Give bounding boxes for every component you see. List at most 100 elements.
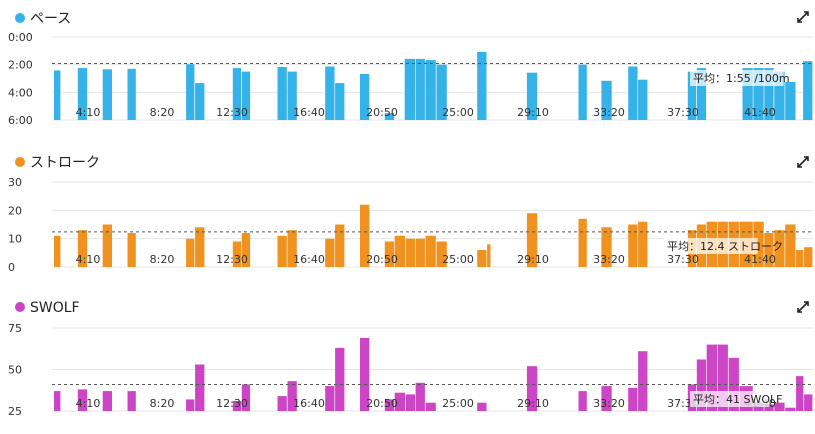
stroke-bar[interactable]	[195, 227, 205, 267]
stroke-bar[interactable]	[287, 230, 297, 267]
pace-bar[interactable]	[415, 58, 425, 120]
pace-bar[interactable]	[774, 71, 785, 120]
pace-bar[interactable]	[384, 113, 395, 120]
stroke-bar[interactable]	[638, 221, 648, 267]
swolf-bar[interactable]	[728, 357, 739, 411]
pace-bar[interactable]	[102, 69, 112, 120]
pace-bar[interactable]	[241, 71, 251, 120]
swolf-bar[interactable]	[232, 401, 242, 411]
swolf-bar[interactable]	[335, 347, 345, 411]
swolf-bar[interactable]	[360, 338, 370, 411]
swolf-bar[interactable]	[764, 404, 774, 411]
stroke-bar[interactable]	[54, 235, 61, 267]
swolf-bar[interactable]	[717, 344, 728, 411]
swolf-bar[interactable]	[628, 387, 638, 411]
swolf-bar[interactable]	[706, 344, 717, 411]
stroke-bar[interactable]	[127, 233, 136, 267]
pace-bar[interactable]	[54, 70, 61, 120]
pace-bar[interactable]	[195, 83, 205, 120]
pace-bar[interactable]	[803, 61, 813, 120]
stroke-bar[interactable]	[753, 221, 764, 267]
stroke-bar[interactable]	[277, 235, 287, 267]
swolf-bar[interactable]	[425, 402, 436, 411]
swolf-bar[interactable]	[774, 402, 785, 411]
pace-bar[interactable]	[785, 82, 796, 120]
pace-bar[interactable]	[628, 66, 638, 121]
stroke-bar[interactable]	[628, 224, 638, 268]
swolf-bar[interactable]	[54, 391, 61, 411]
stroke-bar[interactable]	[77, 230, 88, 267]
swolf-bar[interactable]	[277, 396, 287, 411]
swolf-bar[interactable]	[405, 394, 415, 411]
stroke-bar[interactable]	[102, 224, 112, 268]
stroke-bar[interactable]	[804, 247, 813, 267]
stroke-bar[interactable]	[335, 224, 345, 268]
stroke-bar[interactable]	[578, 218, 587, 267]
pace-bar[interactable]	[325, 66, 335, 121]
swolf-bar[interactable]	[526, 366, 538, 411]
stroke-bar[interactable]	[241, 233, 251, 267]
pace-bar[interactable]	[360, 73, 370, 120]
pace-bar[interactable]	[127, 68, 136, 120]
stroke-bar[interactable]	[774, 230, 785, 267]
pace-bar[interactable]	[578, 64, 587, 120]
stroke-bar[interactable]	[601, 227, 612, 267]
pace-bar[interactable]	[601, 80, 612, 120]
swolf-bar[interactable]	[127, 391, 136, 411]
pace-bar[interactable]	[436, 64, 447, 120]
pace-bar[interactable]	[186, 64, 195, 120]
pace-bar[interactable]	[77, 68, 88, 120]
expand-arrows-icon[interactable]	[797, 156, 809, 168]
pace-bar[interactable]	[477, 52, 487, 120]
pace-bar[interactable]	[764, 68, 774, 120]
swolf-bar[interactable]	[186, 399, 195, 411]
stroke-bar[interactable]	[186, 238, 195, 267]
stroke-bar[interactable]	[436, 241, 447, 268]
swolf-bar[interactable]	[796, 376, 804, 411]
swolf-bar[interactable]	[287, 381, 297, 411]
pace-bar[interactable]	[425, 60, 436, 120]
swolf-bar[interactable]	[394, 392, 405, 411]
expand-arrows-icon[interactable]	[797, 301, 809, 313]
stroke-bar[interactable]	[394, 235, 405, 267]
pace-bar[interactable]	[687, 71, 697, 120]
pace-bar[interactable]	[287, 71, 297, 120]
stroke-bar[interactable]	[360, 204, 370, 267]
swolf-bar[interactable]	[415, 382, 425, 411]
stroke-bar[interactable]	[477, 250, 487, 267]
swolf-bar[interactable]	[195, 364, 205, 412]
swolf-bar[interactable]	[384, 399, 395, 411]
pace-bar[interactable]	[638, 79, 648, 120]
stroke-bar[interactable]	[325, 238, 335, 267]
pace-bar[interactable]	[742, 68, 753, 120]
pace-bar[interactable]	[696, 68, 707, 120]
stroke-bar[interactable]	[415, 238, 425, 267]
stroke-bar[interactable]	[384, 241, 395, 268]
pace-bar[interactable]	[753, 68, 764, 120]
stroke-bar[interactable]	[405, 238, 415, 267]
stroke-bar[interactable]	[487, 244, 491, 267]
swolf-bar[interactable]	[77, 389, 88, 411]
swolf-bar[interactable]	[325, 386, 335, 411]
swolf-bar[interactable]	[785, 407, 796, 411]
pace-bar[interactable]	[232, 68, 242, 120]
swolf-bar[interactable]	[804, 394, 813, 411]
swolf-bar[interactable]	[241, 384, 251, 411]
swolf-bar[interactable]	[102, 391, 112, 411]
stroke-bar[interactable]	[764, 233, 774, 267]
stroke-bar[interactable]	[526, 213, 538, 267]
pace-bar[interactable]	[404, 58, 415, 120]
expand-arrows-icon[interactable]	[797, 11, 809, 23]
stroke-bar[interactable]	[232, 241, 242, 268]
stroke-bar[interactable]	[785, 224, 796, 268]
swolf-bar[interactable]	[477, 402, 487, 411]
stroke-bar[interactable]	[425, 235, 436, 267]
swolf-bar[interactable]	[578, 391, 587, 411]
pace-bar[interactable]	[277, 67, 287, 120]
swolf-bar[interactable]	[696, 359, 707, 412]
pace-bar[interactable]	[526, 72, 538, 120]
swolf-bar[interactable]	[638, 351, 648, 411]
stroke-bar[interactable]	[796, 250, 804, 267]
pace-bar[interactable]	[335, 83, 345, 120]
swolf-bar[interactable]	[601, 386, 612, 411]
